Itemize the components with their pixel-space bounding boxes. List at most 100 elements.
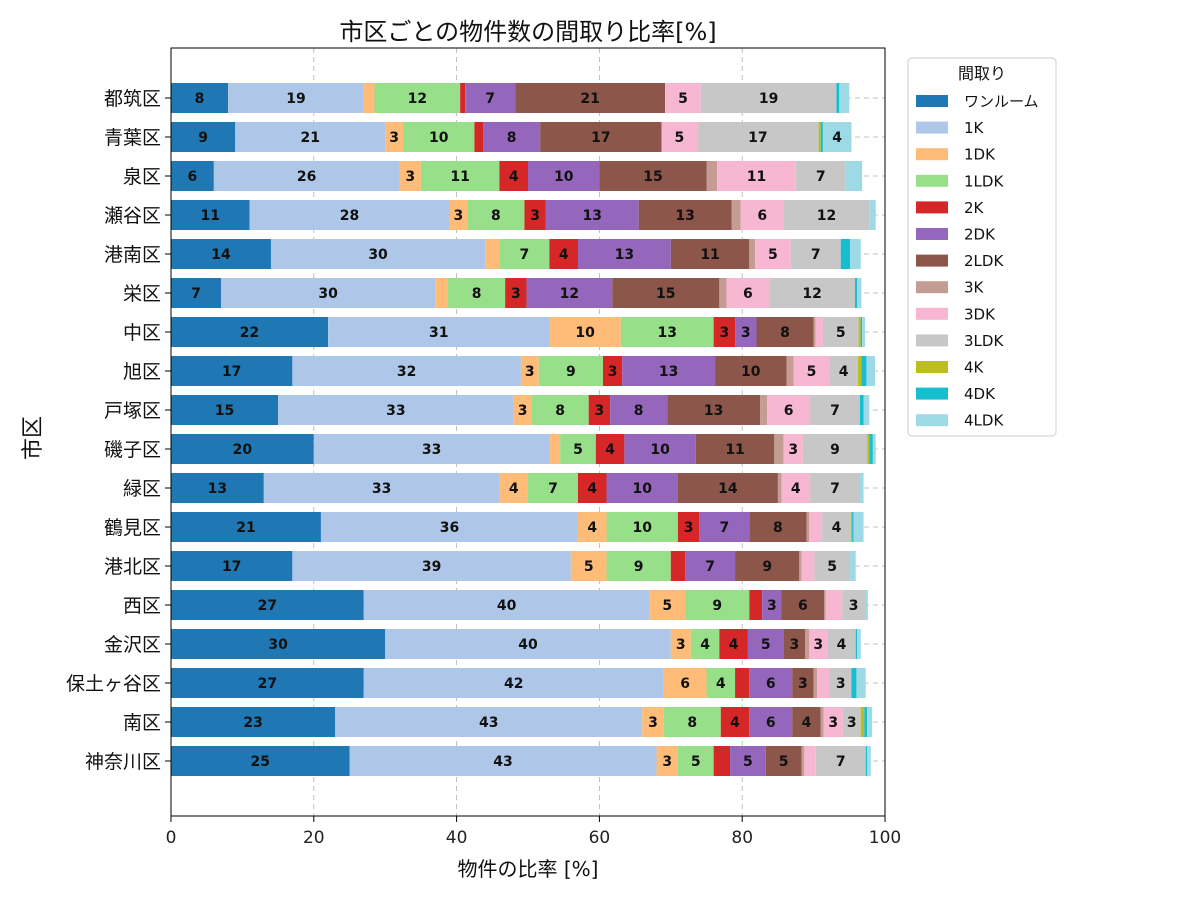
bar-segment [814, 551, 851, 581]
data-label: 6 [784, 403, 794, 419]
data-label: 4 [587, 520, 597, 536]
data-label: 26 [297, 169, 316, 185]
data-label: 39 [422, 559, 441, 575]
bar-segment [755, 239, 791, 269]
bar-segment [853, 512, 864, 542]
bar-segment [599, 161, 707, 191]
bar-segment [549, 434, 561, 464]
data-label: 4 [730, 715, 740, 731]
bar-segment [860, 395, 864, 425]
legend-swatch [916, 174, 948, 187]
data-label: 5 [779, 754, 789, 770]
bar-segment [822, 512, 851, 542]
bar-segment [869, 434, 873, 464]
legend-swatch [916, 361, 948, 373]
legend-swatch [916, 228, 948, 240]
bar-segment [700, 83, 837, 113]
data-label: 21 [236, 520, 255, 536]
bar-segment [769, 278, 856, 308]
bar-segment [827, 629, 856, 659]
bar-segment [720, 707, 750, 737]
bar-segment [802, 434, 868, 464]
bar-segment [670, 551, 686, 581]
bar-segment [862, 317, 866, 347]
bar-segment [799, 551, 802, 581]
bar-segment [292, 356, 521, 386]
bar-segment [795, 161, 846, 191]
data-label: 3 [389, 130, 399, 146]
bar-segment [850, 551, 856, 581]
data-label: 11 [201, 208, 220, 224]
data-label: 14 [718, 481, 738, 497]
bar-segment [670, 239, 750, 269]
data-label: 9 [712, 598, 722, 614]
bar-segment [699, 512, 750, 542]
y-tick-label: 鶴見区 [104, 517, 161, 539]
data-label: 5 [836, 325, 846, 341]
data-label: 3 [849, 598, 859, 614]
bar-segment [649, 590, 686, 620]
bar-segment [685, 551, 736, 581]
legend-label: 4K [964, 359, 985, 377]
bar-segment [815, 317, 823, 347]
bar-segment [545, 200, 639, 230]
bar-segment [524, 200, 546, 230]
data-label: 13 [615, 247, 634, 263]
data-label: 6 [766, 676, 776, 692]
bar-segment [857, 356, 862, 386]
bar-segment [171, 239, 271, 269]
data-label: 3 [684, 520, 694, 536]
data-label: 13 [675, 208, 694, 224]
data-label: 5 [743, 754, 753, 770]
bar-segment [363, 83, 375, 113]
bar-segment [749, 590, 763, 620]
y-tick-label: 瀬谷区 [104, 205, 161, 227]
bar-segment [549, 317, 621, 347]
bar-segment [760, 395, 768, 425]
data-label: 4 [509, 169, 519, 185]
legend-swatch [916, 387, 948, 400]
bar-segment [855, 629, 858, 659]
bar-segment [606, 551, 671, 581]
bar-segment [528, 473, 578, 503]
data-label: 4 [716, 676, 726, 692]
bar-segment [606, 512, 678, 542]
y-tick-label: 戸塚区 [104, 400, 161, 422]
data-label: 10 [429, 130, 449, 146]
bar-segment [781, 473, 811, 503]
legend-title: 間取り [958, 64, 1006, 83]
bar-segment [171, 668, 364, 698]
data-label: 10 [741, 364, 761, 380]
bar-segment [528, 161, 600, 191]
data-label: 11 [700, 247, 719, 263]
data-label: 4 [587, 481, 597, 497]
bar-segment [793, 356, 830, 386]
bar-segment [805, 629, 810, 659]
bar-segment [292, 551, 571, 581]
data-label: 40 [518, 637, 538, 653]
data-label: 6 [188, 169, 198, 185]
y-tick-label: 南区 [123, 712, 161, 734]
data-label: 27 [258, 598, 277, 614]
bar-segment [845, 161, 863, 191]
data-label: 15 [656, 286, 675, 302]
bar-segment [823, 707, 843, 737]
data-label: 3 [511, 286, 521, 302]
bar-segment [171, 161, 214, 191]
bar-segment [735, 317, 757, 347]
bar-segment [762, 590, 782, 620]
bar-segment [320, 512, 578, 542]
data-label: 36 [440, 520, 459, 536]
bar-segment [538, 356, 603, 386]
legend-label: 3LDK [964, 332, 1004, 350]
bar-segment [483, 122, 541, 152]
bar-segment [858, 317, 861, 347]
y-tick-label: 西区 [123, 595, 161, 617]
legend-label: 2LDK [964, 252, 1004, 270]
bar-segment [577, 473, 607, 503]
bar-segment [860, 317, 863, 347]
bar-segment [249, 200, 450, 230]
data-label: 5 [584, 559, 594, 575]
bar-segment [588, 395, 611, 425]
bar-segment [213, 161, 400, 191]
